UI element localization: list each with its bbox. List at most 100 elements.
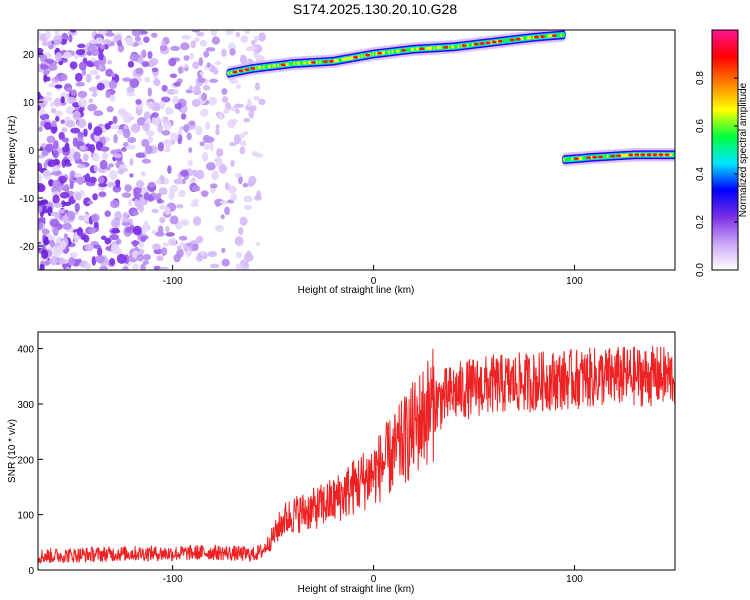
spectrogram-cell [41,228,50,235]
spectrogram-cell [43,96,53,102]
spectrogram-cell [183,123,190,133]
spectrogram-cell [98,191,107,198]
spectrogram-cell [244,30,250,35]
spectrogram-cell [135,67,144,75]
spectrogram-cell [240,34,249,44]
spectrogram-cell [169,215,179,225]
spectrogram-cell [77,90,88,99]
snr-panel: -100 0 100 0 100 200 300 400 Height of straigh… [7,331,676,595]
spectrogram-cell [129,78,140,89]
spectrogram-cell [154,231,165,237]
spectrogram-cell [191,30,201,33]
spectrogram-cell [200,108,209,117]
spectrogram-cell [87,103,98,112]
colorbar-tick-label: 0.6 [695,119,706,133]
spectrogram-ridge-peak [250,67,256,70]
spectrogram-cell [38,126,43,132]
colorbar-gradient [712,30,738,270]
spectrogram-cell [78,61,87,71]
spectrogram-cell [62,214,70,224]
spectrogram-cell [70,127,81,134]
spectrogram-cell [247,98,252,108]
spectrogram-cell [195,255,203,262]
spectrogram-cell [165,225,170,233]
spectrogram-cell [99,44,106,50]
spectrogram-cell [77,43,86,49]
spectrogram-cell [129,158,134,166]
colorbar-tick-label: 0.4 [695,167,706,181]
spectrogram-cell [253,95,261,101]
spectrogram-cell [243,253,254,262]
spectrogram-ridge-peak [574,157,580,161]
spectrogram-cell [221,48,227,57]
spectrogram-cell [170,132,179,142]
spectrogram-cell [164,138,172,149]
spectrogram-cell [125,226,132,233]
spectrogram-cell [159,101,166,110]
spectrogram-cell [258,98,266,106]
spectrogram-y-ticks: 20 10 0 -10 -20 [20,50,43,253]
spectrogram-cell [173,81,181,87]
spectrogram-cell [40,64,49,70]
spectrogram-cell [158,187,168,195]
spectrogram-cell [90,49,100,57]
spectrogram-cell [61,127,68,133]
spectrogram-cell [74,72,83,82]
spectrogram-ridge-peak [280,63,286,67]
spectrogram-cell [110,72,116,78]
spectrogram-cell [136,253,144,262]
spectrogram-cell [201,92,208,101]
snr-y-tick-label: 100 [17,511,34,522]
spectrogram-cell [234,172,242,178]
spectrogram-cell [38,205,43,213]
spectrogram-cell [178,235,188,241]
spectrogram-x-tick-label: 0 [371,276,377,287]
spectrogram-ridge-peak [244,68,250,71]
spectrogram-cell [91,92,98,98]
spectrogram-cell [84,243,94,252]
spectrogram-cell [68,256,76,266]
spectrogram-cell [243,195,253,203]
spectrogram-cell [38,216,46,223]
spectrogram-cell [143,36,150,43]
spectrogram-cell [220,214,225,220]
spectrogram-cell [112,115,118,124]
spectrogram-cell [196,31,205,37]
spectrogram-cell [75,48,85,56]
spectrogram-cell [46,135,56,144]
spectrogram-cell [221,258,230,267]
spectrogram-ridge-peak [352,55,358,59]
spectrogram-cell [88,86,98,92]
spectrogram-cell [168,57,177,67]
spectrogram-cell [221,247,226,253]
spectrogram-cell [174,102,182,110]
spectrogram-cell [243,130,249,136]
spectrogram-y-tick-label: -20 [20,242,35,253]
spectrogram-ridge-peak [443,45,449,49]
spectrogram-cell [235,263,241,270]
spectrogram-cell [109,94,116,103]
spectrogram-cell [52,226,59,237]
spectrogram-cell [62,51,72,59]
snr-x-axis-label: Height of straight line (km) [298,584,415,595]
spectrogram-ridge-peak [515,37,521,41]
spectrogram-cell [108,120,114,125]
spectrogram-cell [258,32,266,42]
spectrogram-cell [215,127,220,136]
spectrogram-cell [229,48,236,56]
colorbar-tick-label: 0.2 [695,215,706,229]
spectrogram-ridge-peak [628,153,634,157]
spectrogram-cell [223,107,230,115]
spectrogram-cell [163,120,172,130]
spectrogram-ridge-peak [616,154,622,158]
colorbar-tick-label: 0.8 [695,71,706,85]
spectrogram-cell [225,30,234,36]
spectrogram-cell [109,199,120,209]
spectrogram-y-tick-label: 0 [28,146,34,157]
spectrogram-cell [195,236,204,243]
spectrogram-cell [173,88,179,95]
colorbar-ticks: 0.0 0.2 0.4 0.6 0.8 [695,71,738,277]
spectrogram-cell [47,159,57,168]
spectrogram-cell [121,218,130,223]
spectrogram-cell [122,77,132,82]
